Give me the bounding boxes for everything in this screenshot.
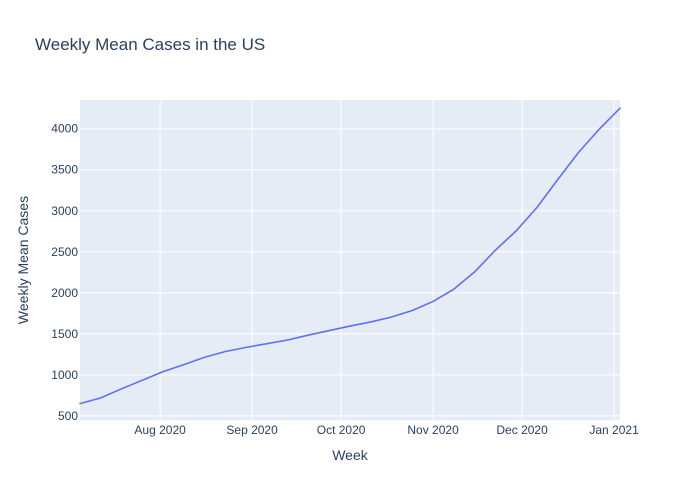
y-tick-labels: 500 1000 1500 2000 2500 3000 3500 4000 <box>51 122 78 423</box>
y-tick-label-1500: 1500 <box>51 327 78 341</box>
series-line-1 <box>79 107 621 405</box>
x-axis-title: Week <box>332 447 369 463</box>
x-tick-label-1: Aug 2020 <box>134 423 186 437</box>
x-tick-label-4: Nov 2020 <box>407 423 459 437</box>
x-tick-label-5: Dec 2020 <box>496 423 548 437</box>
y-axis-title: Weekly Mean Cases <box>15 196 31 324</box>
grid-lines <box>80 100 620 420</box>
y-tick-label-2000: 2000 <box>51 286 78 300</box>
chart-title: Weekly Mean Cases in the US <box>35 35 265 54</box>
x-tick-label-2: Sep 2020 <box>226 423 278 437</box>
y-tick-label-2500: 2500 <box>51 245 78 259</box>
y-tick-label-4000: 4000 <box>51 122 78 136</box>
y-tick-label-3500: 3500 <box>51 163 78 177</box>
y-tick-label-500: 500 <box>58 409 78 423</box>
x-tick-labels: Aug 2020 Sep 2020 Oct 2020 Nov 2020 Dec 2020… <box>134 423 639 437</box>
x-tick-label-3: Oct 2020 <box>317 423 366 437</box>
y-tick-label-3000: 3000 <box>51 204 78 218</box>
y-tick-label-1000: 1000 <box>51 368 78 382</box>
series-layer <box>79 107 621 405</box>
x-tick-label-6: Jan 2021 <box>589 423 639 437</box>
plot-background <box>80 100 620 420</box>
